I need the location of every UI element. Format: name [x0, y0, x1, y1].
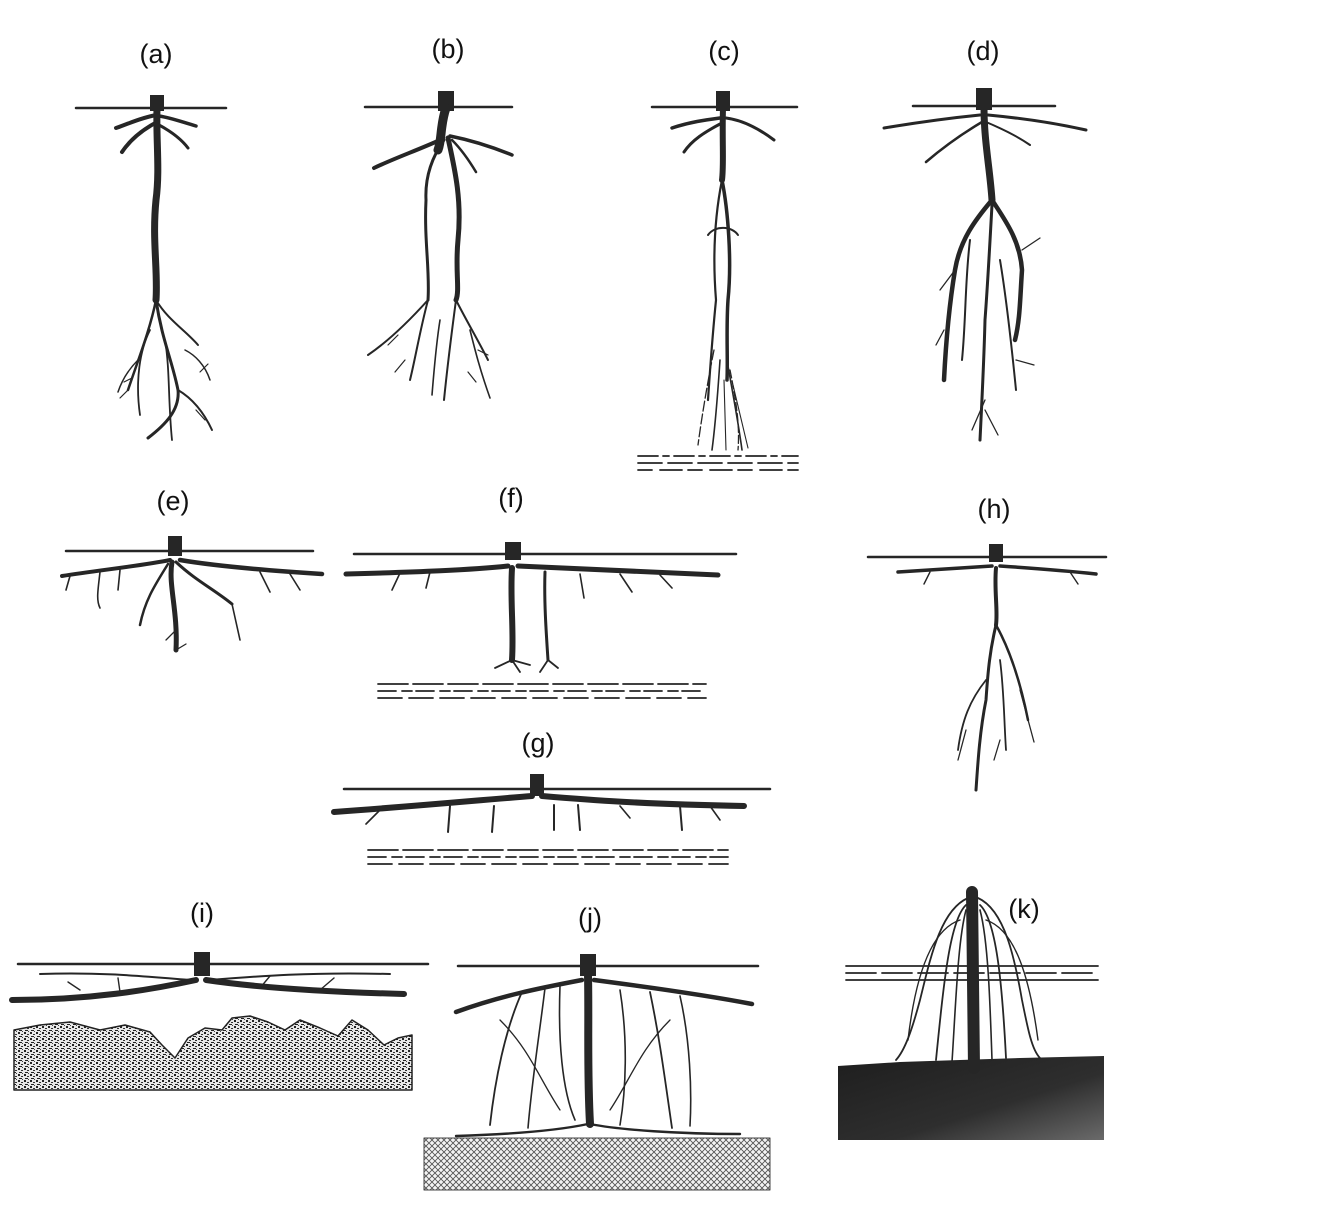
- panel-d-label: (d): [967, 36, 1000, 66]
- root-system: [114, 95, 213, 441]
- panel-e-label: (e): [157, 486, 190, 516]
- panel-h: (h): [866, 494, 1108, 792]
- panel-e: (e): [60, 486, 325, 653]
- root-system: [882, 88, 1088, 442]
- hardpan-layer: [423, 1137, 771, 1191]
- root-system: [9, 952, 407, 1003]
- rock-layer: [13, 1015, 413, 1091]
- panel-k: (k): [838, 886, 1104, 1140]
- panel-f: (f): [343, 483, 738, 699]
- panel-c-label: (c): [708, 36, 739, 66]
- panel-i: (i): [9, 898, 430, 1091]
- root-system: [670, 91, 776, 451]
- root-system: [331, 774, 747, 833]
- dark-soil-layer: [838, 1056, 1104, 1140]
- panel-i-label: (i): [190, 898, 214, 928]
- panel-k-label: (k): [1008, 894, 1039, 924]
- root-system: [343, 542, 721, 673]
- panel-j-label: (j): [578, 903, 602, 933]
- water-table: [377, 683, 707, 699]
- panel-a-label: (a): [140, 39, 173, 69]
- root-system: [896, 544, 1098, 792]
- panel-g: (g): [331, 728, 772, 865]
- water-table: [637, 455, 799, 471]
- panel-b: (b): [363, 34, 514, 401]
- panel-f-label: (f): [498, 483, 523, 513]
- water-table: [367, 849, 729, 865]
- panel-h-label: (h): [978, 494, 1011, 524]
- panel-b-label: (b): [432, 34, 465, 64]
- root-system: [367, 91, 514, 401]
- panel-c: (c): [637, 36, 799, 471]
- panel-d: (d): [882, 36, 1088, 442]
- root-system: [453, 954, 755, 1138]
- root-system: [895, 886, 1041, 1074]
- panel-a: (a): [74, 39, 228, 441]
- root-system: [60, 536, 325, 653]
- panel-j: (j): [423, 903, 771, 1191]
- panel-g-label: (g): [522, 728, 555, 758]
